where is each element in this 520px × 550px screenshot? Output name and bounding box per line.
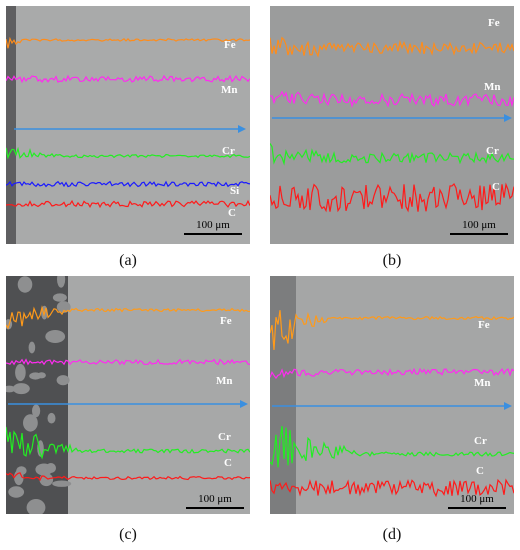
element-label-c: C xyxy=(224,457,232,469)
grain xyxy=(15,363,26,382)
profile-line-fe xyxy=(270,310,514,350)
grain xyxy=(52,480,72,487)
grain xyxy=(17,276,33,293)
grain xyxy=(28,341,36,354)
micrograph-panel-d: Fe Mn Cr C 100 μm xyxy=(270,276,514,514)
element-label-c: C xyxy=(476,465,484,477)
grain xyxy=(45,330,66,343)
caption-a: (a) xyxy=(119,252,137,269)
grain xyxy=(26,499,46,514)
element-label-si: Si xyxy=(230,185,239,197)
grain xyxy=(56,301,71,313)
micrograph-background xyxy=(270,6,514,244)
micrograph-background xyxy=(6,6,250,244)
grain xyxy=(32,404,41,418)
profile-line-cr xyxy=(6,146,250,160)
grain xyxy=(37,372,46,379)
element-label-cr: Cr xyxy=(222,145,235,157)
profile-line-c xyxy=(270,182,514,213)
scan-arrow-head xyxy=(240,400,248,408)
element-label-c: C xyxy=(228,207,236,219)
element-label-mn: Mn xyxy=(216,375,233,387)
grain xyxy=(45,463,57,473)
grain xyxy=(52,293,67,302)
scale-bar-label: 100 μm xyxy=(196,219,230,231)
element-label-fe: Fe xyxy=(220,315,232,327)
substrate-grains xyxy=(6,276,72,514)
element-label-mn: Mn xyxy=(474,377,491,389)
element-label-mn: Mn xyxy=(221,84,238,96)
profile-line-c xyxy=(6,199,250,209)
element-label-cr: Cr xyxy=(474,435,487,447)
element-label-c: C xyxy=(492,181,500,193)
substrate-region xyxy=(270,276,296,514)
profile-line-mn xyxy=(6,358,250,366)
scan-arrow-head xyxy=(238,125,246,133)
profile-line-si xyxy=(6,180,250,188)
caption-b: (b) xyxy=(382,252,402,269)
scale-bar-label: 100 μm xyxy=(460,493,494,505)
caption-d: (d) xyxy=(382,526,402,543)
micrograph-panel-b: Fe Mn Cr C 100 μm xyxy=(270,6,514,244)
caption-c: (c) xyxy=(119,526,137,543)
profile-line-c xyxy=(270,478,514,498)
element-label-fe: Fe xyxy=(478,319,490,331)
profile-line-fe xyxy=(270,36,514,58)
grain xyxy=(56,375,70,386)
grain xyxy=(47,412,56,424)
element-label-cr: Cr xyxy=(486,145,499,157)
profile-line-fe xyxy=(6,36,250,49)
micrograph-panel-a: Fe Mn Cr Si C 100 μm xyxy=(6,6,250,244)
profile-line-mn xyxy=(6,74,250,84)
grain xyxy=(6,385,16,393)
scan-arrow-head xyxy=(504,114,512,122)
grain xyxy=(8,486,25,498)
profile-line-mn xyxy=(270,367,514,380)
grain xyxy=(57,276,66,288)
grain xyxy=(14,469,24,486)
substrate-region xyxy=(6,6,16,244)
grain xyxy=(12,383,30,395)
profile-line-cr xyxy=(6,426,250,460)
profile-line-mn xyxy=(270,90,514,109)
element-label-fe: Fe xyxy=(488,17,500,29)
profile-line-fe xyxy=(6,305,250,330)
profile-line-c xyxy=(6,472,250,482)
profile-line-cr xyxy=(270,426,514,468)
grain xyxy=(23,414,38,432)
profile-line-cr xyxy=(270,143,514,166)
scale-bar-label: 100 μm xyxy=(198,493,232,505)
element-label-cr: Cr xyxy=(218,431,231,443)
element-label-mn: Mn xyxy=(484,81,501,93)
scale-bar-label: 100 μm xyxy=(462,219,496,231)
micrograph-panel-c: Fe Mn Cr C 100 μm xyxy=(6,276,250,514)
scan-arrow-head xyxy=(504,402,512,410)
element-label-fe: Fe xyxy=(224,39,236,51)
micrograph-background xyxy=(270,276,514,514)
